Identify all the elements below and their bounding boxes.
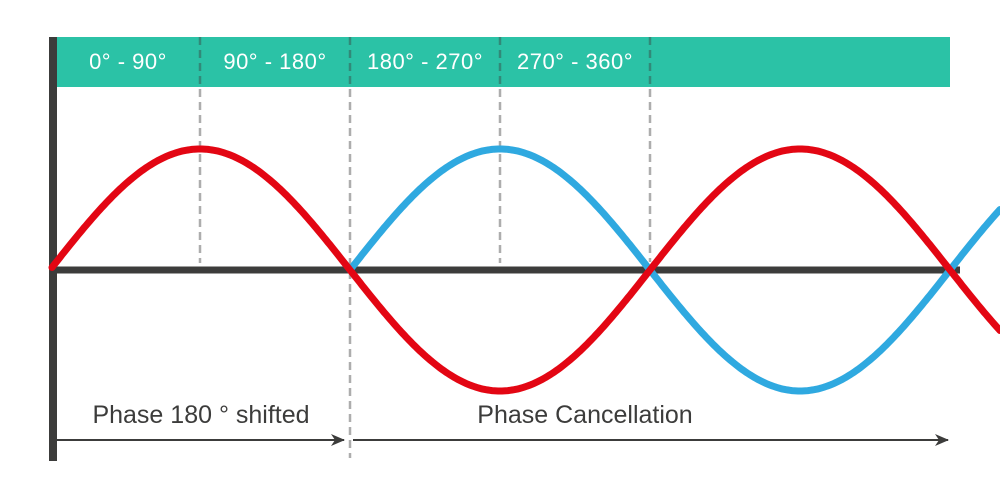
degree-segment-label-0-90: 0° - 90°	[89, 49, 167, 74]
phase-cancellation-label: Phase Cancellation	[477, 401, 693, 429]
phase-shifted-label: Phase 180 ° shifted	[92, 401, 310, 429]
degree-segment-label-270-360: 270° - 360°	[516, 49, 634, 74]
degree-segment-label-90-180: 90° - 180°	[223, 49, 327, 74]
red-wave-path	[48, 145, 1000, 395]
y-axis-line	[49, 37, 57, 461]
degree-segment-label-180-270: 180° - 270°	[366, 49, 484, 74]
dashed-gridlines	[198, 37, 652, 458]
blue-wave-path	[346, 145, 1000, 395]
x-axis-line	[49, 266, 960, 274]
degree-header-bar	[57, 37, 950, 87]
